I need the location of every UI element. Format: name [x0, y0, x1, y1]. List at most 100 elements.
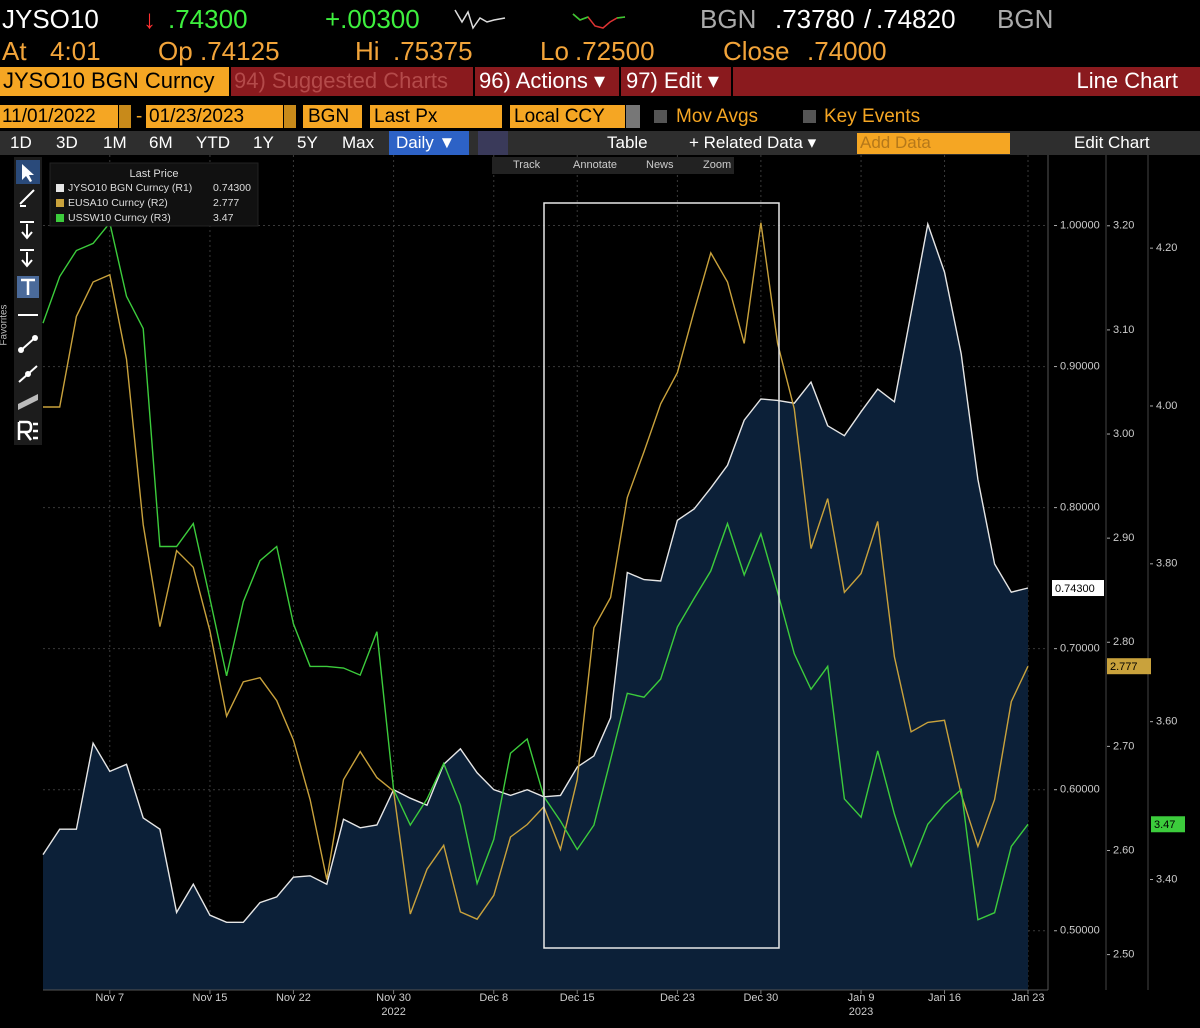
menu-divider: [731, 67, 733, 96]
series-line: [43, 222, 1029, 921]
legend-swatch: [56, 184, 64, 192]
date-input[interactable]: [146, 105, 283, 128]
x-year-label: 2023: [849, 1006, 873, 1018]
channel-tool[interactable]: [18, 394, 38, 410]
legend-swatch: [56, 214, 64, 222]
chart-tool[interactable]: Track: [513, 159, 541, 171]
ray-dot: [25, 371, 31, 377]
x-tick-label: Dec 23: [660, 992, 695, 1004]
frequency[interactable]: Daily ▼: [396, 133, 456, 152]
stat-value: .72500: [575, 36, 655, 66]
period-button[interactable]: 1Y: [253, 133, 274, 152]
table-button[interactable]: Table: [607, 133, 648, 152]
x-tick-label: Nov 22: [276, 992, 311, 1004]
period-button[interactable]: 3D: [56, 133, 78, 152]
legend-box: [49, 162, 259, 227]
checkbox[interactable]: [654, 110, 667, 123]
bid: .73780: [775, 4, 855, 34]
stat-label: Close: [723, 36, 790, 66]
security-box[interactable]: [0, 67, 229, 96]
x-tick-label: Jan 9: [848, 992, 875, 1004]
checkbox-label[interactable]: Mov Avgs: [676, 106, 759, 127]
series-line: [42, 221, 1029, 923]
sidebar-label: Favorites: [0, 304, 10, 346]
sparkline: [616, 16, 626, 19]
last-value-label: 0.74300: [1055, 583, 1095, 595]
y-tick-label: 4.00: [1156, 400, 1177, 412]
field[interactable]: Last Px: [374, 106, 438, 127]
stat-label: At: [2, 36, 27, 66]
draw-icon[interactable]: [19, 189, 35, 207]
x-tick-label: Jan 16: [928, 992, 961, 1004]
percent-tool[interactable]: [20, 221, 34, 240]
currency[interactable]: Local CCY: [514, 106, 605, 127]
add-data-placeholder[interactable]: Add Data: [860, 133, 931, 152]
text-icon: [21, 278, 35, 295]
pointer-icon: [22, 164, 34, 182]
menu-bar: [231, 67, 1200, 96]
field-input[interactable]: [370, 105, 502, 128]
line-chart-button[interactable]: [478, 131, 508, 155]
checkbox-label[interactable]: Key Events: [824, 106, 921, 127]
x-tick-label: Dec 30: [743, 992, 778, 1004]
calendar-icon[interactable]: [284, 105, 296, 128]
x-tick-label: Nov 7: [95, 992, 124, 1004]
stat-value: 4:01: [50, 36, 101, 66]
related-data-button[interactable]: + Related Data ▾: [689, 133, 817, 152]
period-button[interactable]: 1D: [10, 133, 32, 152]
dollar-tool[interactable]: [20, 249, 34, 268]
currency-input[interactable]: [510, 105, 625, 128]
security[interactable]: JYSO10 BGN Curncy: [3, 68, 215, 93]
currency-dropdown[interactable]: [626, 105, 640, 128]
chart-tool[interactable]: Zoom: [703, 159, 732, 171]
area-fill: [43, 224, 1028, 991]
y-tick-label: 2.60: [1113, 844, 1134, 856]
start-date[interactable]: 11/01/2022: [2, 106, 96, 127]
chart-tools-bar: [492, 157, 734, 174]
checkbox[interactable]: [803, 110, 816, 123]
ticker: JYSO10: [2, 4, 99, 34]
last-price: .74300: [168, 4, 248, 34]
y-tick-label: 2.90: [1113, 532, 1134, 544]
menu-item[interactable]: 94) Suggested Charts: [234, 68, 449, 93]
direction-arrow: ↓: [143, 4, 156, 34]
period-button[interactable]: YTD: [196, 133, 230, 152]
end-date[interactable]: 01/23/2023: [149, 106, 245, 127]
add-data-input[interactable]: [857, 133, 1010, 154]
x-tick-label: Dec 15: [560, 992, 595, 1004]
legend-label: EUSA10 Curncy (R2): [68, 197, 168, 209]
series-line: [42, 221, 1029, 921]
stat-value: .74000: [807, 36, 887, 66]
legend-value: 0.74300: [213, 182, 251, 194]
ask: .74820: [876, 4, 956, 34]
chart-tool[interactable]: News: [646, 159, 674, 171]
sparkline: [454, 9, 506, 30]
legend-value: 2.777: [213, 197, 239, 209]
period-button[interactable]: Max: [342, 133, 375, 152]
period-bar: [0, 131, 1200, 155]
plot: [42, 155, 1048, 991]
edit-chart-button[interactable]: Edit Chart: [1074, 133, 1150, 152]
x-tick-label: Jan 23: [1011, 992, 1044, 1004]
menu-item[interactable]: 97) Edit ▾: [626, 68, 719, 93]
date-input[interactable]: [0, 105, 118, 128]
period-button[interactable]: 5Y: [297, 133, 318, 152]
chart-tool[interactable]: Annotate: [573, 159, 618, 171]
ask-source: BGN: [997, 4, 1054, 34]
trend-dot: [32, 335, 38, 341]
x-tick-label: Nov 15: [193, 992, 228, 1004]
period-button[interactable]: 1M: [103, 133, 127, 152]
legend-swatch: [56, 199, 64, 207]
y-tick-label: 2.50: [1113, 949, 1134, 961]
source-input[interactable]: [303, 105, 362, 128]
source[interactable]: BGN: [308, 106, 350, 127]
period-button[interactable]: 6M: [149, 133, 173, 152]
menu-divider: [473, 67, 475, 96]
frequency-button[interactable]: [389, 131, 469, 155]
r-tool[interactable]: [17, 420, 38, 441]
calendar-icon[interactable]: [119, 105, 131, 128]
last-value-tag: [1107, 658, 1151, 675]
y-tick-label: 0.70000: [1060, 643, 1100, 655]
menu-item[interactable]: 96) Actions ▾: [479, 68, 605, 93]
